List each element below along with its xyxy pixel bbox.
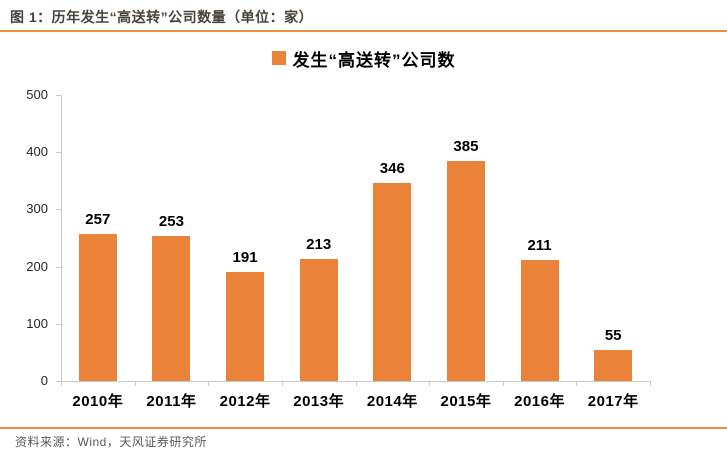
x-axis-tick bbox=[355, 381, 357, 386]
y-axis-label: 500 bbox=[26, 87, 48, 102]
x-axis-label: 2010年 bbox=[72, 393, 124, 410]
footer-divider-rule bbox=[0, 427, 727, 429]
y-axis-label: 100 bbox=[26, 315, 48, 331]
bar bbox=[373, 183, 412, 381]
legend-swatch-icon bbox=[271, 51, 286, 65]
y-axis-tick bbox=[56, 209, 61, 211]
bar bbox=[226, 272, 265, 381]
bar bbox=[299, 259, 338, 381]
bar-value-label: 346 bbox=[379, 160, 405, 177]
x-axis-label: 2014年 bbox=[366, 393, 418, 410]
y-axis-tick bbox=[56, 323, 61, 325]
x-axis-label: 2015年 bbox=[440, 393, 492, 410]
y-axis-label: 300 bbox=[26, 201, 48, 217]
bar-value-label: 191 bbox=[232, 249, 258, 266]
x-axis-label: 2011年 bbox=[146, 393, 197, 410]
chart-legend: 发生“高送转”公司数 bbox=[0, 46, 727, 70]
bar-value-label: 55 bbox=[604, 327, 622, 344]
bar bbox=[152, 236, 191, 381]
y-axis-line bbox=[61, 95, 62, 381]
x-axis-tick bbox=[61, 381, 62, 386]
bar-value-label: 385 bbox=[453, 138, 479, 155]
y-axis-tick bbox=[56, 381, 61, 382]
legend-label: 发生“高送转”公司数 bbox=[292, 50, 456, 70]
y-axis-tick bbox=[56, 152, 61, 154]
x-axis-tick bbox=[576, 381, 578, 386]
x-axis-label: 2016年 bbox=[514, 393, 565, 410]
y-axis-tick bbox=[56, 95, 61, 96]
y-axis-label: 400 bbox=[26, 144, 48, 160]
y-axis-label: 200 bbox=[26, 258, 48, 274]
x-axis-label: 2012年 bbox=[219, 393, 271, 410]
bar bbox=[520, 260, 559, 381]
source-note: 资料来源：Wind，天风证券研究所 bbox=[15, 435, 207, 449]
y-axis-tick bbox=[56, 266, 61, 268]
x-axis-tick bbox=[502, 381, 504, 386]
title-divider-rule bbox=[0, 30, 727, 32]
bar bbox=[78, 234, 117, 381]
bar-value-label: 257 bbox=[85, 211, 111, 228]
x-axis-tick bbox=[134, 381, 136, 386]
bar-value-label: 253 bbox=[158, 213, 184, 230]
bar bbox=[594, 350, 633, 381]
bar bbox=[446, 161, 485, 381]
x-axis-label: 2013年 bbox=[293, 393, 345, 410]
bar-value-label: 213 bbox=[306, 236, 332, 253]
x-axis-tick bbox=[650, 381, 651, 386]
bar-value-label: 211 bbox=[527, 237, 552, 254]
x-axis-tick bbox=[281, 381, 283, 386]
y-axis-label: 0 bbox=[40, 373, 48, 388]
x-axis-tick bbox=[208, 381, 210, 386]
x-axis-label: 2017年 bbox=[587, 393, 639, 410]
figure-title: 图 1：历年发生“高送转”公司数量（单位：家） bbox=[10, 9, 314, 25]
x-axis-tick bbox=[429, 381, 431, 386]
